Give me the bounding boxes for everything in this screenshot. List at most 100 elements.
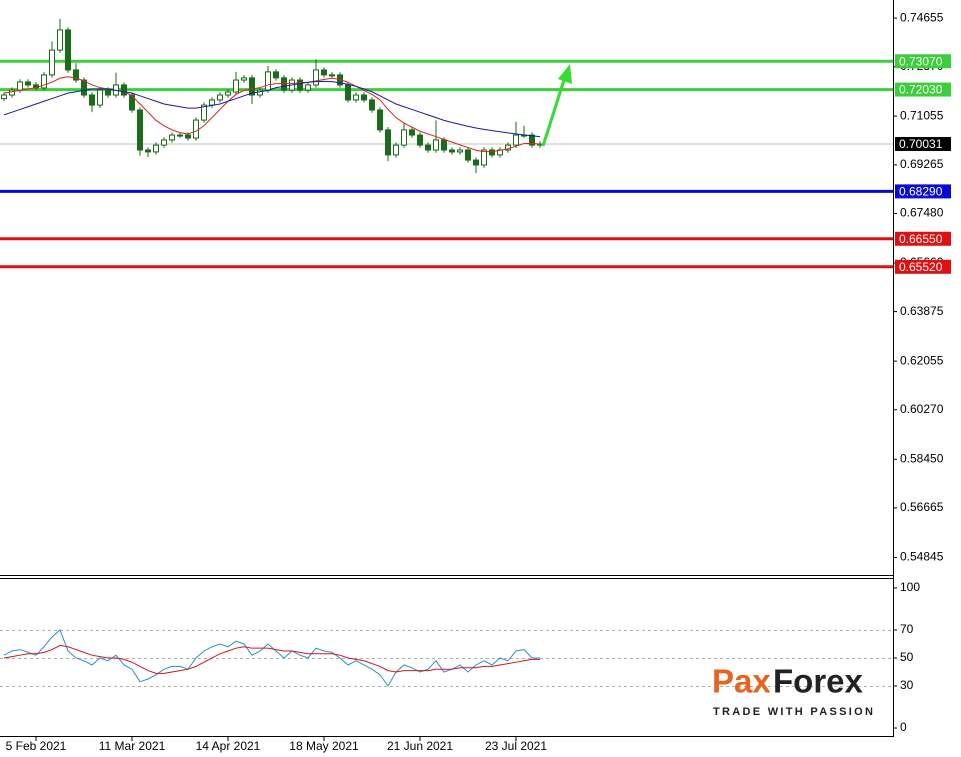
y-tick-label: 0.63875 xyxy=(900,304,944,318)
candle-body xyxy=(457,149,463,153)
candle-body xyxy=(105,89,111,96)
candle-body xyxy=(57,29,63,51)
candle-body xyxy=(385,129,391,156)
candle-body xyxy=(305,84,311,91)
candle-body xyxy=(65,29,71,71)
arrow-shaft xyxy=(541,79,566,147)
candle-body xyxy=(345,84,351,101)
candle-body xyxy=(449,149,455,153)
candle-body xyxy=(393,144,399,156)
level-label: 0.73070 xyxy=(899,54,943,68)
candle-body xyxy=(153,144,159,153)
candle-body xyxy=(201,104,207,121)
candle-body xyxy=(513,134,519,146)
x-tick-label: 5 Feb 2021 xyxy=(6,739,67,753)
level-tag xyxy=(895,259,951,274)
candle-body xyxy=(369,99,375,111)
candle-body xyxy=(329,74,335,77)
candle-body xyxy=(417,134,423,146)
level-tag xyxy=(895,82,951,97)
level-tag xyxy=(895,184,951,199)
candle-body xyxy=(225,91,231,96)
logo-text: Forex xyxy=(773,663,864,700)
level-tag xyxy=(895,54,951,69)
y-tick-label: 50 xyxy=(900,650,914,664)
y-tick-label: 0.74655 xyxy=(900,10,944,24)
candle-body xyxy=(185,134,191,139)
candle-body xyxy=(313,69,319,86)
level-label: 0.65520 xyxy=(899,260,943,274)
candle-body xyxy=(529,134,535,146)
candle-body xyxy=(73,69,79,81)
candle-body xyxy=(257,89,263,96)
candle-body xyxy=(433,139,439,151)
level-label: 0.72030 xyxy=(899,83,943,97)
candle-body xyxy=(49,49,55,76)
candle-body xyxy=(41,74,47,89)
candle-body xyxy=(89,94,95,106)
y-tick-label: 70 xyxy=(900,622,914,636)
y-tick-label: 0.62055 xyxy=(900,353,944,367)
y-tick-label: 0.71055 xyxy=(900,108,944,122)
candle-body xyxy=(249,77,255,96)
candle-body xyxy=(177,134,183,137)
candle-body xyxy=(353,94,359,101)
y-tick-label: 0.54845 xyxy=(900,550,944,564)
candle-body xyxy=(25,81,31,86)
candle-body xyxy=(145,149,151,153)
candle-body xyxy=(473,159,479,166)
candle-body xyxy=(361,94,367,101)
series-line xyxy=(3,644,540,674)
candle-body xyxy=(137,109,143,151)
candle-body xyxy=(209,99,215,106)
y-tick-label: 0 xyxy=(900,720,907,734)
candle-body xyxy=(1,94,7,100)
candle-body xyxy=(489,149,495,156)
candle-body xyxy=(217,94,223,101)
logo-text: Pax xyxy=(712,663,771,700)
candle-body xyxy=(193,119,199,139)
candle-body xyxy=(425,144,431,151)
candle-body xyxy=(465,149,471,161)
candle-body xyxy=(97,89,103,106)
y-tick-label: 0.56665 xyxy=(900,500,944,514)
level-tag xyxy=(895,231,951,246)
candle-body xyxy=(169,134,175,141)
candle-body xyxy=(161,139,167,146)
x-tick-label: 14 Apr 2021 xyxy=(196,739,261,753)
level-label: 0.68290 xyxy=(899,185,943,199)
x-tick-label: 11 Mar 2021 xyxy=(99,739,166,753)
level-label: 0.66550 xyxy=(899,232,943,246)
candle-body xyxy=(321,69,327,76)
candle-body xyxy=(297,79,303,91)
candle-body xyxy=(441,139,447,151)
y-tick-label: 0.58450 xyxy=(900,451,944,465)
series-line xyxy=(3,80,541,138)
y-tick-label: 100 xyxy=(900,580,920,594)
candle-body xyxy=(129,94,135,111)
candle-body xyxy=(401,129,407,146)
candle-body xyxy=(265,71,271,91)
logo-tagline: TRADE WITH PASSION xyxy=(713,706,875,718)
candle-body xyxy=(121,84,127,96)
candle-body xyxy=(17,81,23,91)
candle-body xyxy=(377,109,383,131)
series-line xyxy=(3,76,541,153)
x-tick-label: 21 Jun 2021 xyxy=(387,739,453,753)
y-tick-label: 0.69265 xyxy=(900,157,944,171)
last-price-tag xyxy=(895,136,951,151)
candle-body xyxy=(241,77,247,81)
candle-body xyxy=(81,79,87,96)
y-tick-label: 30 xyxy=(900,678,914,692)
candle-body xyxy=(273,71,279,79)
y-tick-label: 0.67480 xyxy=(900,206,944,220)
x-tick-label: 23 Jul 2021 xyxy=(485,739,547,753)
logo: Pax Forex TRADE WITH PASSION xyxy=(712,663,875,718)
x-tick-label: 18 May 2021 xyxy=(289,739,359,753)
candle-body xyxy=(481,149,487,166)
candle-body xyxy=(409,129,415,136)
arrow-head xyxy=(558,64,572,84)
last-price-label: 0.70031 xyxy=(899,137,943,151)
